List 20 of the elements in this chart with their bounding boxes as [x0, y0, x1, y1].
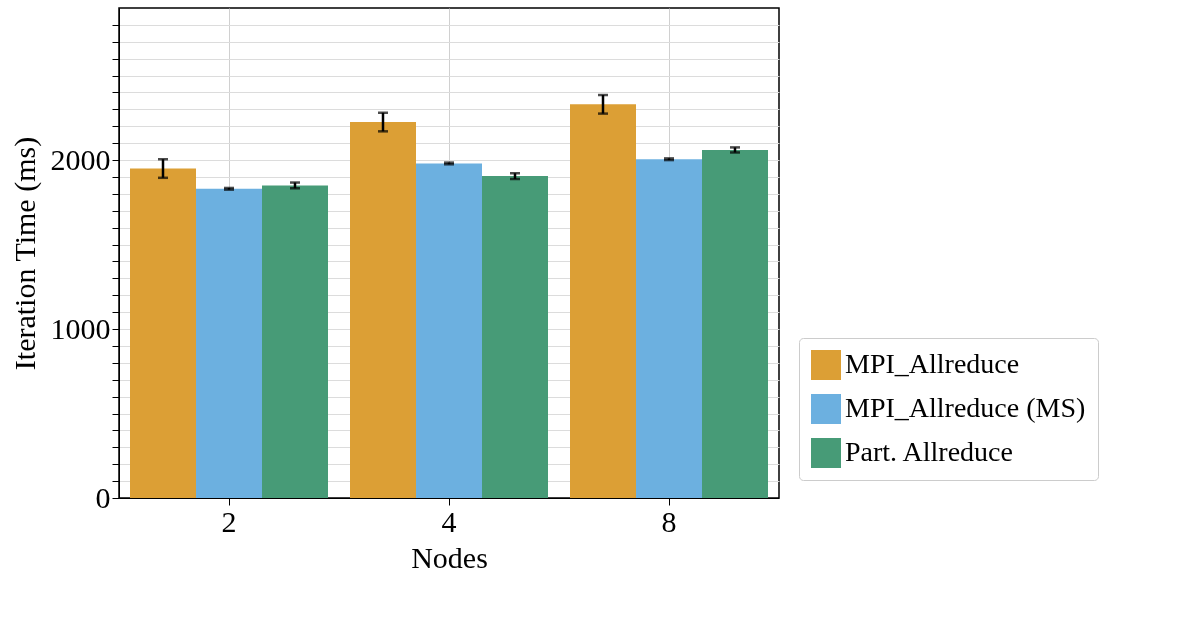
bar — [130, 168, 196, 498]
legend-label: MPI_Allreduce — [845, 348, 1020, 379]
bar — [702, 149, 768, 498]
bar — [262, 185, 328, 498]
bar — [636, 159, 702, 498]
y-axis-title: Iteration Time (ms) — [7, 136, 42, 371]
bar — [570, 104, 636, 498]
y-tick-label: 1000 — [50, 311, 111, 345]
x-tick-label: 8 — [661, 504, 677, 538]
y-tick-label: 0 — [95, 480, 111, 514]
y-tick-label: 2000 — [50, 142, 111, 176]
legend-label: Part. Allreduce — [845, 436, 1013, 467]
bar — [196, 188, 262, 498]
legend-label: MPI_Allreduce (MS) — [845, 392, 1086, 423]
bar — [482, 176, 548, 498]
x-tick-label: 2 — [221, 504, 237, 538]
bar — [350, 122, 416, 498]
x-tick-label: 4 — [441, 504, 457, 538]
bar — [416, 163, 482, 498]
x-axis-title: Nodes — [411, 540, 488, 574]
